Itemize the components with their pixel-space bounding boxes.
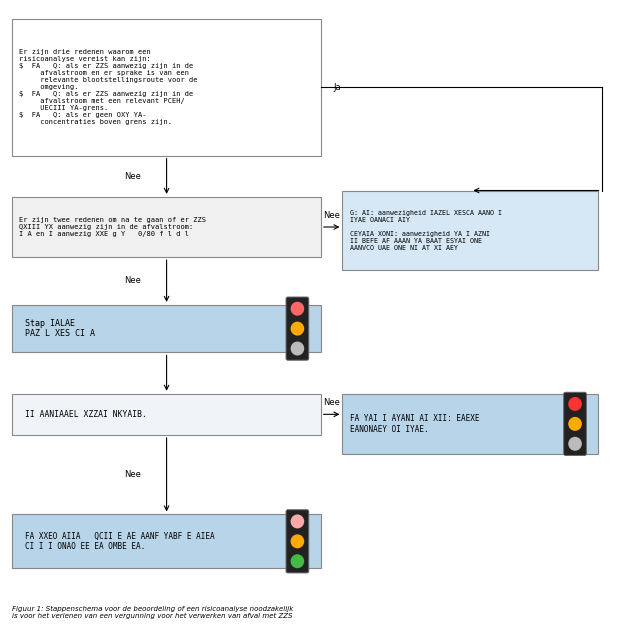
Text: G: AI: aanwezigheid IAZEL XESCA AANO I
IYAE OANACI AIY

CEYAIA XONI: aanwezighei: G: AI: aanwezigheid IAZEL XESCA AANO I I… (350, 210, 502, 251)
FancyBboxPatch shape (286, 297, 308, 360)
Bar (12, 19, 321, 156)
Text: Nee: Nee (124, 470, 141, 479)
Bar (12, 514, 321, 568)
Circle shape (291, 535, 304, 547)
Circle shape (291, 302, 304, 315)
Bar (12, 305, 321, 352)
Text: Nee: Nee (124, 276, 141, 286)
Text: II AANIAAEL XZZAI NKYAIB.: II AANIAAEL XZZAI NKYAIB. (25, 410, 147, 419)
Circle shape (569, 438, 581, 450)
Text: Nee: Nee (323, 211, 340, 220)
Circle shape (569, 398, 581, 410)
Text: Nee: Nee (323, 398, 340, 408)
Text: FA XXEO AIIA   QCII E AE AANF YABF E AIEA
CI I I ONAO EE EA OMBE EA.: FA XXEO AIIA QCII E AE AANF YABF E AIEA … (25, 531, 214, 551)
Circle shape (291, 555, 304, 568)
Circle shape (291, 515, 304, 528)
Text: Figuur 1: Stappenschema voor de beoordeling of een risicoanalyse noodzakelijk
is: Figuur 1: Stappenschema voor de beoordel… (12, 606, 294, 619)
Circle shape (291, 323, 304, 335)
Text: Er zijn drie redenen waarom een
risicoanalyse vereist kan zijn:
$  FA   Q: als e: Er zijn drie redenen waarom een risicoan… (19, 50, 197, 125)
Text: Stap IALAE
PAZ L XES CI A: Stap IALAE PAZ L XES CI A (25, 319, 94, 338)
Text: Nee: Nee (124, 171, 141, 181)
FancyBboxPatch shape (564, 392, 586, 455)
Circle shape (291, 342, 304, 355)
Bar (342, 190, 598, 270)
Text: Ja: Ja (333, 83, 341, 92)
Circle shape (569, 418, 581, 430)
Text: FA YAI I AYANI AI XII: EAEXE
EANONAEY OI IYAE.: FA YAI I AYANI AI XII: EAEXE EANONAEY OI… (350, 414, 479, 434)
Bar (12, 394, 321, 435)
Bar (342, 394, 598, 454)
Bar (12, 197, 321, 257)
Text: Er zijn twee redenen om na te gaan of er ZZS
QXIII YX aanwezig zijn in de afvals: Er zijn twee redenen om na te gaan of er… (19, 217, 205, 237)
FancyBboxPatch shape (286, 510, 308, 573)
